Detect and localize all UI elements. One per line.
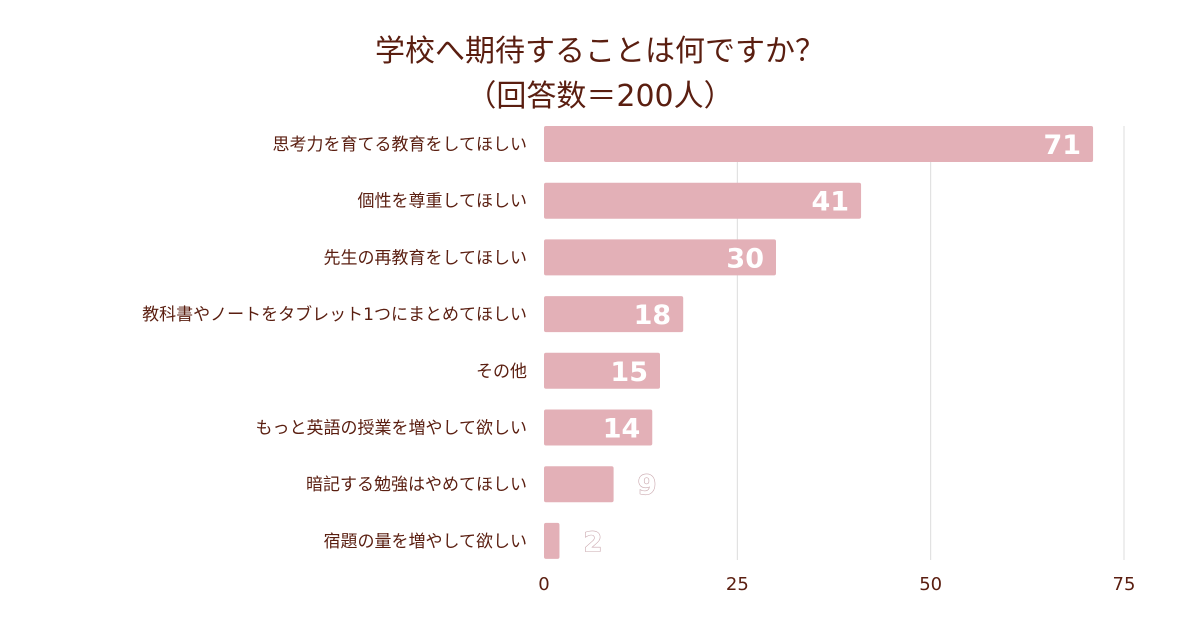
x-tick-label: 25 — [726, 574, 749, 595]
bar — [544, 352, 660, 389]
bar — [544, 409, 653, 446]
chart-subtitle: （回答数＝200人） — [466, 79, 734, 114]
category-label: 先生の再教育をしてほしい — [324, 248, 528, 268]
data-label: 30 — [726, 243, 764, 274]
bar — [544, 182, 862, 219]
bar — [544, 522, 560, 559]
category-label: もっと英語の授業を増やして欲しい — [256, 419, 528, 439]
data-label: 2 — [583, 527, 602, 558]
data-label: 9 — [638, 470, 657, 501]
bar — [544, 296, 684, 333]
bar — [544, 466, 614, 503]
x-tick-label: 50 — [919, 574, 942, 595]
category-label: 教科書やノートをタブレット1つにまとめてほしい — [142, 304, 527, 325]
x-tick-label: 75 — [1113, 574, 1136, 595]
category-label: 個性を尊重してほしい — [358, 192, 528, 212]
category-label: 暗記する勉強はやめてほしい — [306, 475, 527, 495]
x-tick-label: 0 — [538, 574, 549, 595]
data-label: 41 — [811, 187, 849, 218]
category-label: その他 — [476, 362, 527, 382]
chart-title: 学校へ期待することは何ですか？ — [375, 34, 825, 69]
category-label: 思考力を育てる教育をしてほしい — [273, 135, 528, 155]
bar — [544, 239, 776, 276]
data-label: 18 — [634, 300, 672, 331]
data-label: 14 — [603, 414, 641, 445]
data-label: 71 — [1043, 130, 1081, 161]
bar — [544, 126, 1094, 162]
data-label: 15 — [610, 357, 648, 388]
category-label: 宿題の量を増やして欲しい — [324, 532, 528, 552]
